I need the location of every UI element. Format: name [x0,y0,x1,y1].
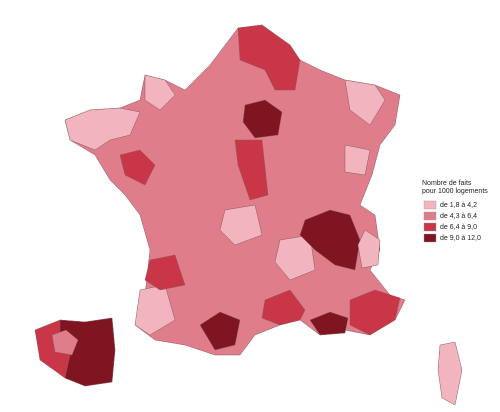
region [234,139,269,201]
region [119,149,156,186]
legend-label: de 4,3 à 6,4 [440,213,477,220]
region [344,144,371,176]
region [144,254,186,291]
legend-swatch [423,222,437,232]
legend-swatch [423,200,437,210]
region [309,311,349,336]
region [437,341,463,406]
legend-label: de 1,8 à 4,2 [440,202,477,209]
region [261,289,306,326]
region [242,99,283,139]
region [144,74,176,111]
legend-title: Nombre de faits [422,180,472,187]
region [299,209,361,271]
region [357,229,381,269]
region [344,79,386,126]
regions [34,24,463,406]
region [199,311,241,351]
legend-label: de 6,4 à 9,0 [440,224,477,231]
region [237,24,301,91]
legend-title: pour 1000 logements [422,188,488,195]
legend-label: de 9,0 à 12,0 [440,235,481,242]
region [64,107,141,151]
region [219,204,263,246]
legend-swatch [423,233,437,243]
legend-swatch [423,211,437,221]
region [51,329,79,356]
region [349,289,401,336]
